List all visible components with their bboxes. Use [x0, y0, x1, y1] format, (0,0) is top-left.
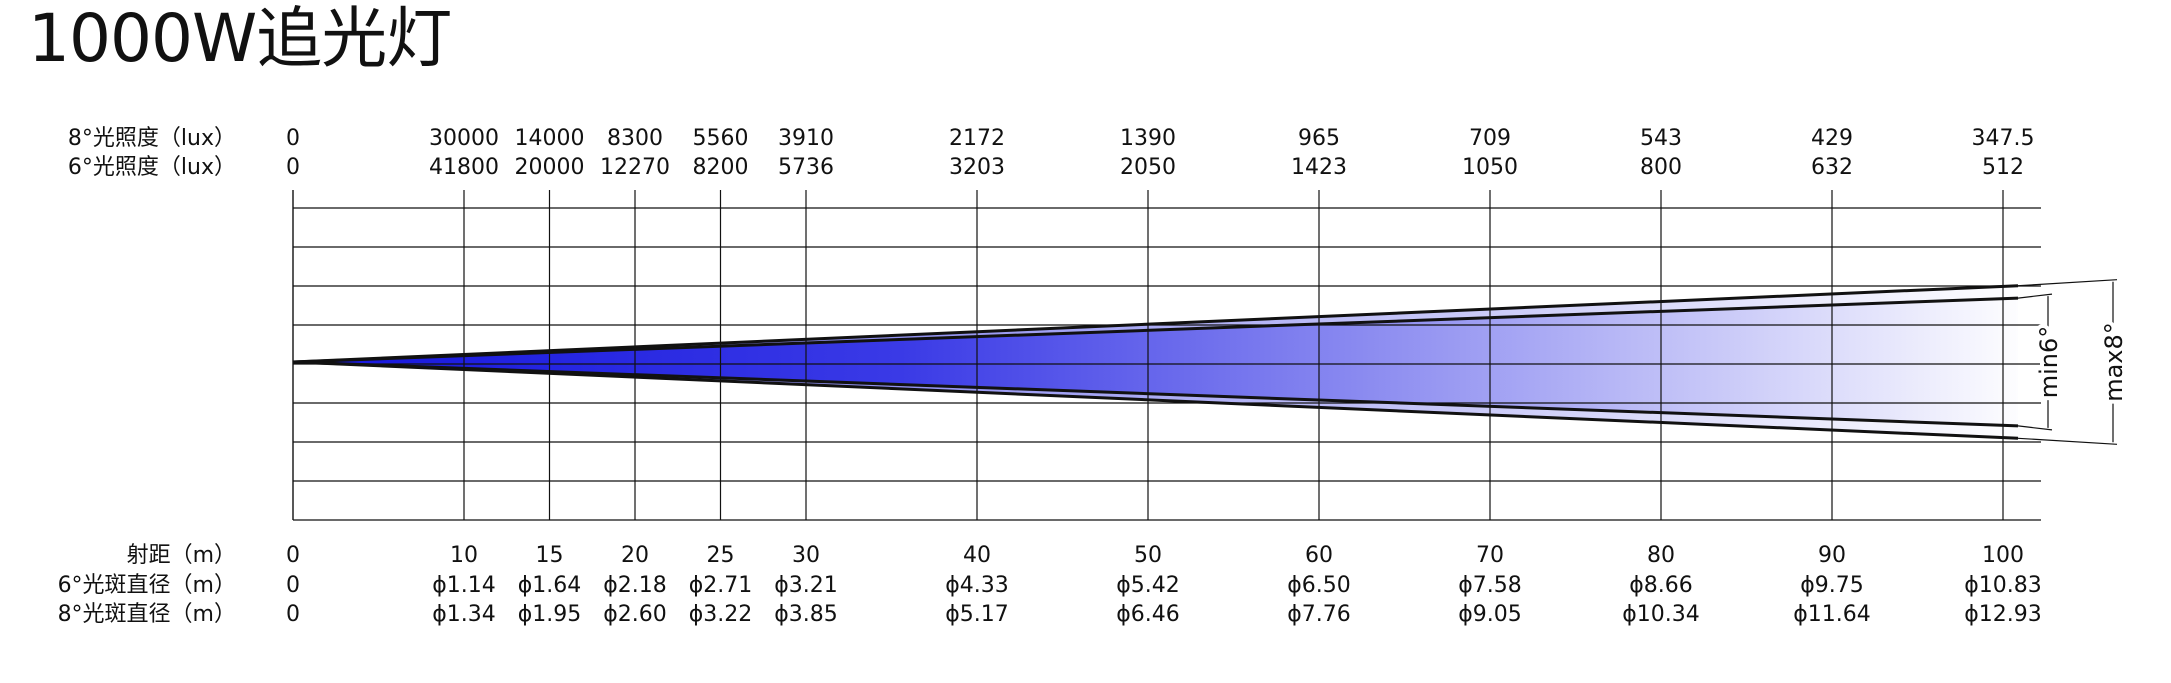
- dia8-value: ϕ12.93: [1964, 602, 2042, 627]
- dia8-value: ϕ3.85: [774, 602, 838, 627]
- dia6-value: ϕ2.18: [603, 573, 667, 598]
- distance-value: 20: [621, 543, 649, 568]
- lux6-value: 1050: [1462, 155, 1518, 180]
- lux6-value: 1423: [1291, 155, 1347, 180]
- dia6-value: 0: [286, 573, 300, 598]
- lux8-value: 429: [1811, 126, 1853, 151]
- lux8-value: 0: [286, 126, 300, 151]
- distance-value: 10: [450, 543, 478, 568]
- dia8-value: ϕ10.34: [1622, 602, 1700, 627]
- dia6-value: ϕ1.14: [432, 573, 496, 598]
- lux6-value: 41800: [429, 155, 499, 180]
- column-labels: 0 30000 14000 8300 5560 3910 2172 1390 965 709 543…: [286, 126, 2042, 627]
- beam-edges: [292, 284, 2019, 440]
- distance-value: 70: [1476, 543, 1504, 568]
- lux8-value: 5560: [693, 126, 749, 151]
- dia6-value: ϕ6.50: [1287, 573, 1351, 598]
- dia6-label: 6°光斑直径（m）: [58, 573, 236, 598]
- distance-value: 80: [1647, 543, 1675, 568]
- lux8-value: 543: [1640, 126, 1682, 151]
- beam-8deg-edge-top: [292, 284, 2019, 364]
- lux6-value: 8200: [693, 155, 749, 180]
- beam-6deg-area: [293, 298, 2018, 426]
- dia6-value: ϕ5.42: [1116, 573, 1180, 598]
- dia6-value: ϕ1.64: [518, 573, 582, 598]
- dia8-value: ϕ3.22: [689, 602, 753, 627]
- dia8-value: ϕ5.17: [945, 602, 1009, 627]
- distance-value: 25: [707, 543, 735, 568]
- distance-value: 15: [536, 543, 564, 568]
- distance-value: 30: [792, 543, 820, 568]
- dia8-value: ϕ1.34: [432, 602, 496, 627]
- lux6-value: 512: [1982, 155, 2024, 180]
- max-bracket-top: [2017, 279, 2118, 287]
- lux6-value: 2050: [1120, 155, 1176, 180]
- dia8-label: 8°光斑直径（m）: [58, 602, 236, 627]
- distance-value: 90: [1818, 543, 1846, 568]
- dia6-value: ϕ7.58: [1458, 573, 1522, 598]
- dia6-value: ϕ9.75: [1800, 573, 1864, 598]
- dia8-value: ϕ11.64: [1793, 602, 1871, 627]
- dia8-value: 0: [286, 602, 300, 627]
- lux8-value: 14000: [515, 126, 585, 151]
- lux8-label: 8°光照度（lux）: [68, 126, 236, 151]
- lux6-label: 6°光照度（lux）: [68, 155, 236, 180]
- distance-value: 50: [1134, 543, 1162, 568]
- dia6-value: ϕ8.66: [1629, 573, 1693, 598]
- dia8-value: ϕ9.05: [1458, 602, 1522, 627]
- dia8-value: ϕ1.95: [518, 602, 582, 627]
- distance-value: 60: [1305, 543, 1333, 568]
- lux8-value: 709: [1469, 126, 1511, 151]
- lux8-value: 1390: [1120, 126, 1176, 151]
- dia6-value: ϕ2.71: [689, 573, 753, 598]
- lux6-value: 12270: [600, 155, 670, 180]
- lux6-value: 0: [286, 155, 300, 180]
- lux6-value: 632: [1811, 155, 1853, 180]
- min-bracket-top: [2017, 293, 2053, 299]
- distance-value: 40: [963, 543, 991, 568]
- lux8-value: 347.5: [1972, 126, 2035, 151]
- lux8-value: 2172: [949, 126, 1005, 151]
- dia8-value: ϕ2.60: [603, 602, 667, 627]
- min-bracket-bottom: [2017, 425, 2053, 431]
- max-angle-label: max8°: [2100, 322, 2128, 402]
- lux8-value: 8300: [607, 126, 663, 151]
- angle-brackets: [2017, 279, 2118, 445]
- lux8-value: 3910: [778, 126, 834, 151]
- dia6-value: ϕ3.21: [774, 573, 838, 598]
- page-title: 1000W追光灯: [28, 0, 452, 77]
- dia6-value: ϕ10.83: [1964, 573, 2042, 598]
- lux8-value: 965: [1298, 126, 1340, 151]
- lux6-value: 3203: [949, 155, 1005, 180]
- beam-8deg-edge-bottom: [292, 360, 2019, 440]
- grid-lines: [292, 190, 2041, 521]
- dia8-value: ϕ6.46: [1116, 602, 1180, 627]
- min-angle-label: min6°: [2035, 326, 2063, 399]
- max-bracket-bottom: [2017, 437, 2118, 445]
- beam-6deg-edge-bottom: [292, 360, 2019, 428]
- beam-6deg-edge-top: [292, 296, 2019, 364]
- distance-value: 100: [1982, 543, 2024, 568]
- dia8-value: ϕ7.76: [1287, 602, 1351, 627]
- lux6-value: 800: [1640, 155, 1682, 180]
- distance-value: 0: [286, 543, 300, 568]
- dia6-value: ϕ4.33: [945, 573, 1009, 598]
- distance-label: 射距（m）: [127, 543, 236, 568]
- lux6-value: 20000: [515, 155, 585, 180]
- lux6-value: 5736: [778, 155, 834, 180]
- lux8-value: 30000: [429, 126, 499, 151]
